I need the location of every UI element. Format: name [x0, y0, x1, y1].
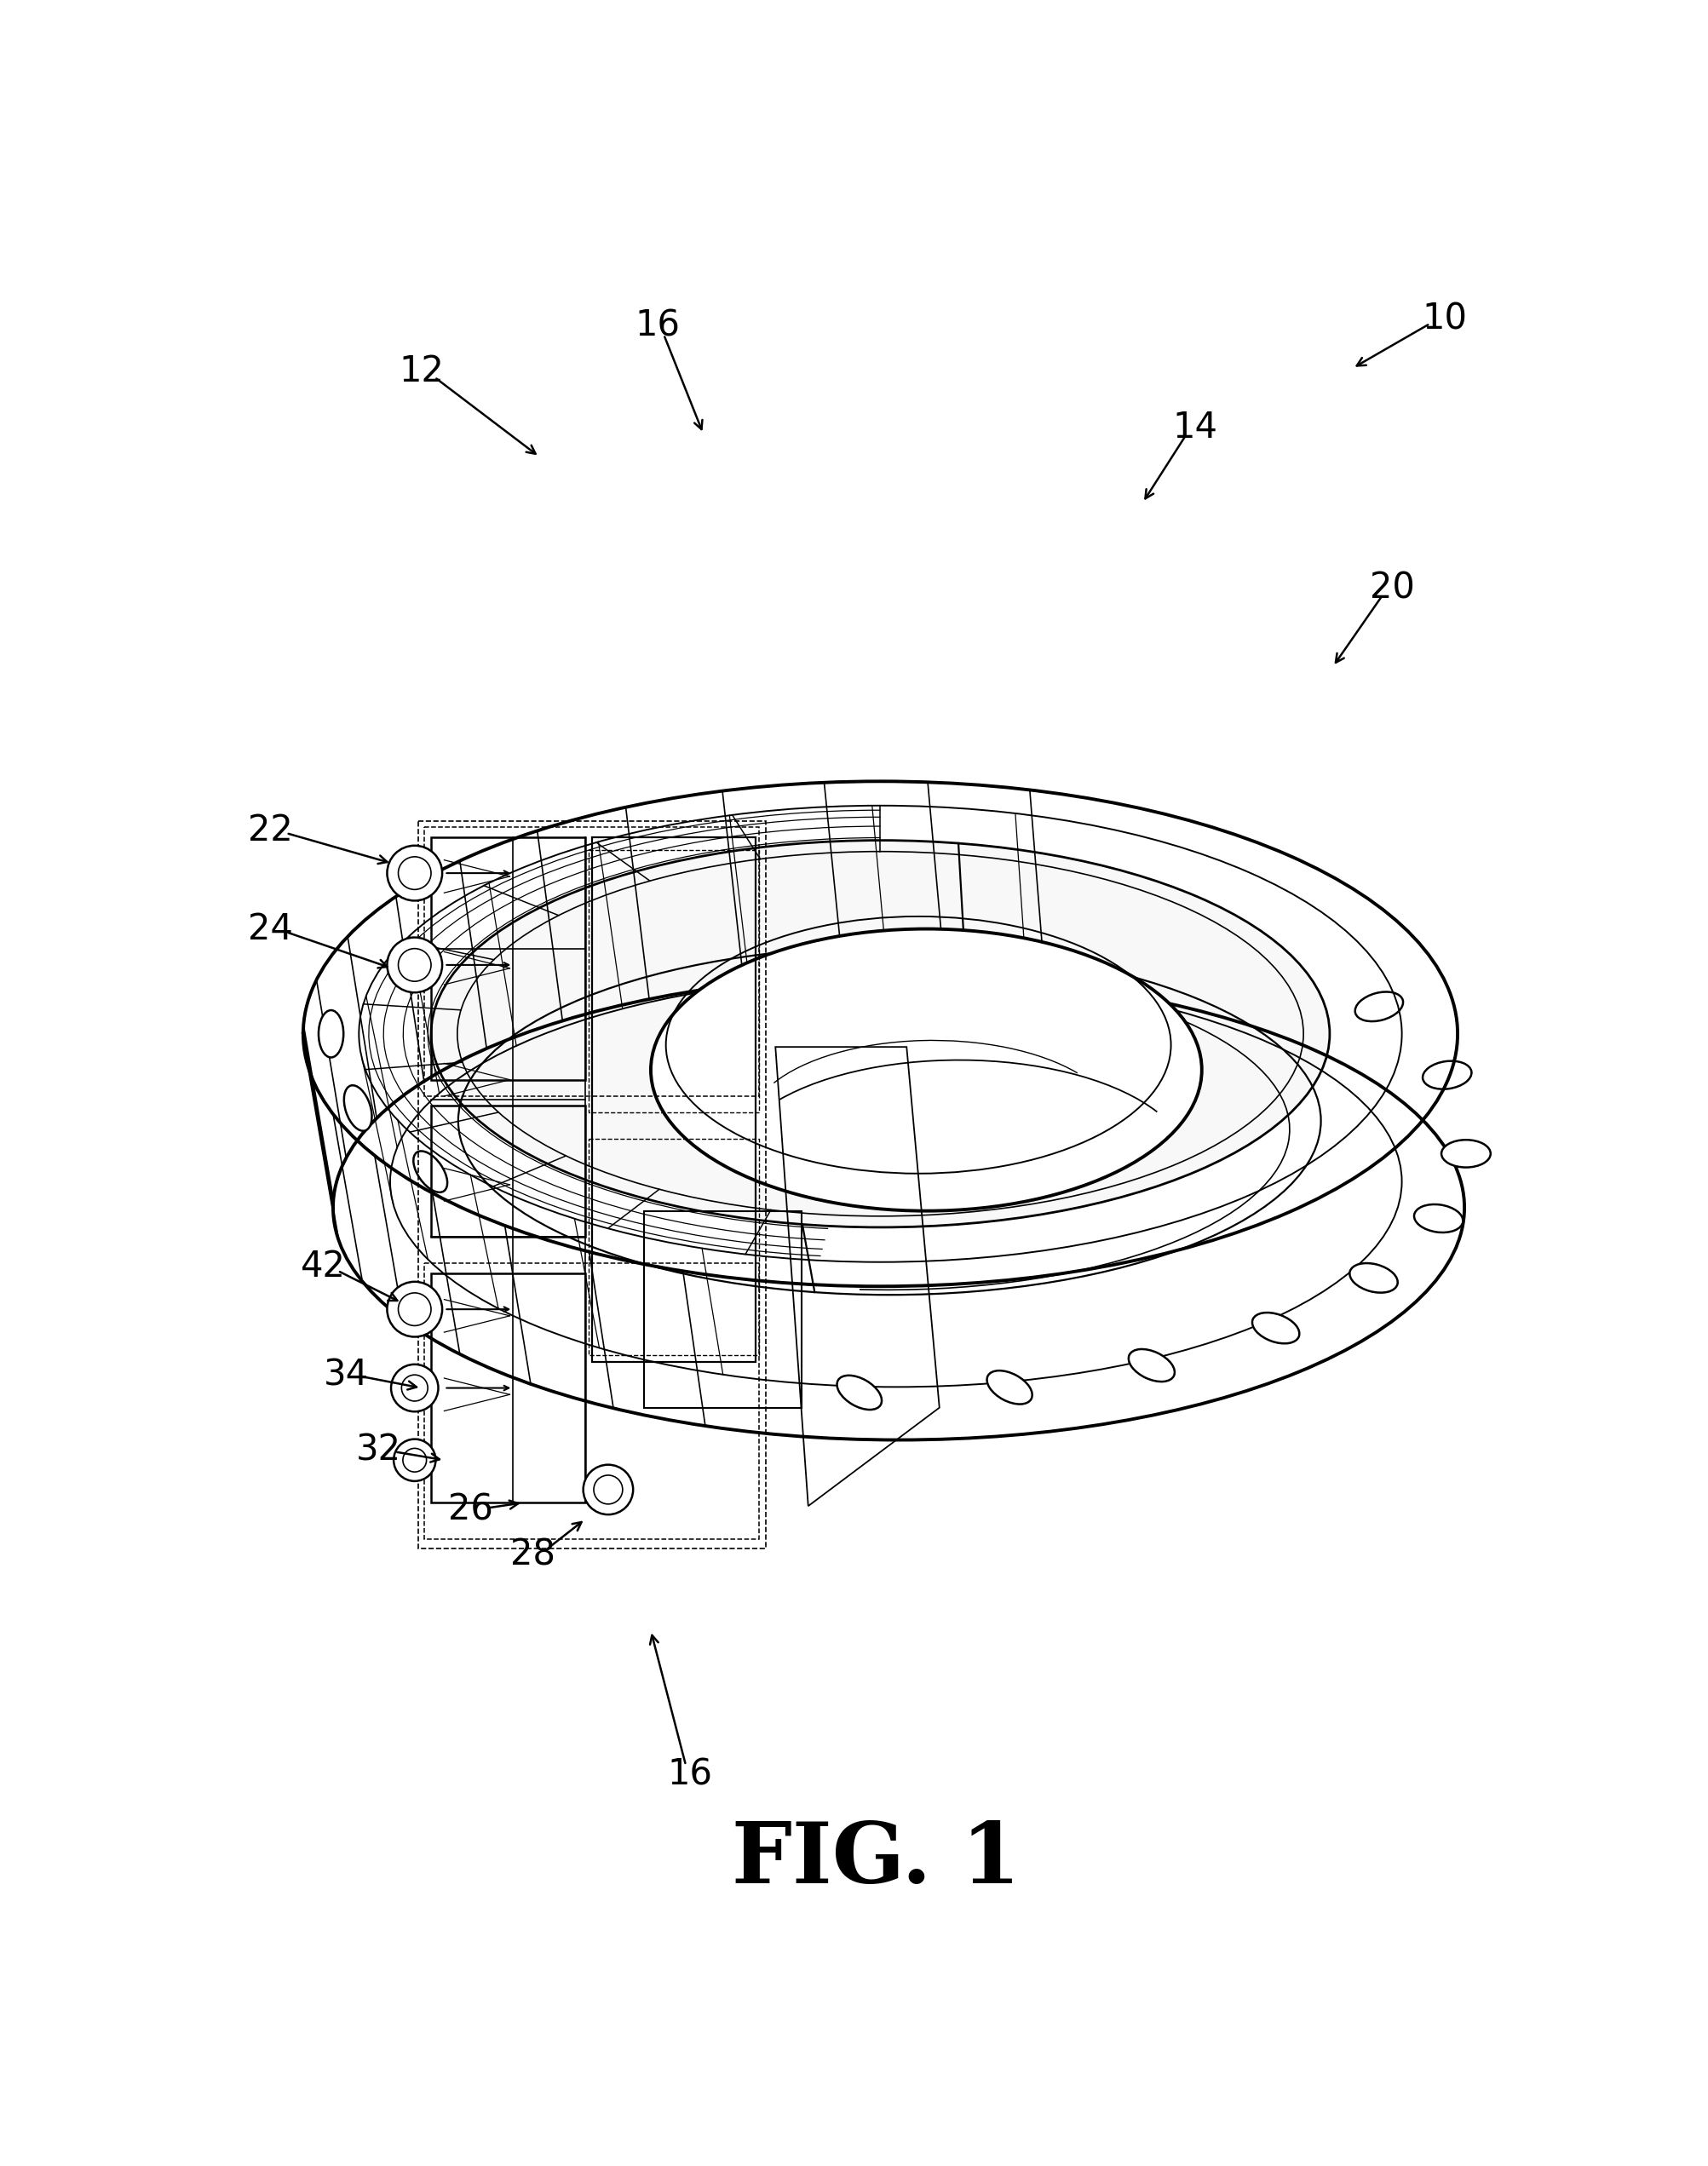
Ellipse shape [1127, 1349, 1173, 1382]
Circle shape [398, 949, 430, 981]
Text: 16: 16 [634, 308, 680, 344]
Text: 12: 12 [398, 353, 444, 390]
Text: 32: 32 [355, 1432, 401, 1469]
Bar [588, 1139, 758, 1356]
Ellipse shape [651, 929, 1201, 1211]
Text: 10: 10 [1421, 301, 1467, 338]
Ellipse shape [1252, 1313, 1298, 1343]
Circle shape [398, 1293, 430, 1326]
Ellipse shape [837, 1375, 881, 1410]
Ellipse shape [1354, 992, 1402, 1022]
Text: 20: 20 [1368, 570, 1414, 606]
Bar [430, 1274, 584, 1503]
Circle shape [388, 1282, 442, 1336]
Text: 26: 26 [447, 1492, 492, 1527]
Ellipse shape [302, 782, 1457, 1287]
Circle shape [593, 1475, 622, 1503]
Text: 28: 28 [511, 1538, 555, 1573]
Bar [430, 836, 584, 1079]
Bar [588, 851, 758, 1113]
Circle shape [388, 845, 442, 901]
Ellipse shape [318, 1009, 343, 1057]
Ellipse shape [987, 1371, 1032, 1404]
Ellipse shape [430, 840, 1329, 1228]
Circle shape [401, 1375, 427, 1401]
Circle shape [388, 938, 442, 992]
Bar [424, 827, 758, 1096]
Text: 42: 42 [301, 1250, 345, 1284]
Circle shape [393, 1438, 436, 1482]
Ellipse shape [1349, 1263, 1397, 1293]
Ellipse shape [1414, 1204, 1462, 1232]
Text: 14: 14 [1172, 409, 1218, 444]
Circle shape [391, 1365, 437, 1412]
Text: 16: 16 [668, 1757, 712, 1793]
Circle shape [582, 1464, 632, 1514]
Bar [644, 1211, 801, 1408]
Text: 24: 24 [248, 912, 292, 947]
Text: 22: 22 [248, 812, 292, 849]
Bar [424, 1263, 758, 1538]
Circle shape [403, 1449, 427, 1473]
Ellipse shape [413, 1150, 447, 1191]
Text: 34: 34 [323, 1356, 369, 1393]
Bar [418, 821, 765, 1549]
Ellipse shape [1440, 1139, 1489, 1167]
Bar [430, 1107, 584, 1237]
Bar [591, 836, 755, 1362]
Ellipse shape [343, 1085, 372, 1131]
Ellipse shape [1423, 1061, 1471, 1089]
Circle shape [398, 858, 430, 890]
Text: FIG. 1: FIG. 1 [731, 1819, 1020, 1902]
